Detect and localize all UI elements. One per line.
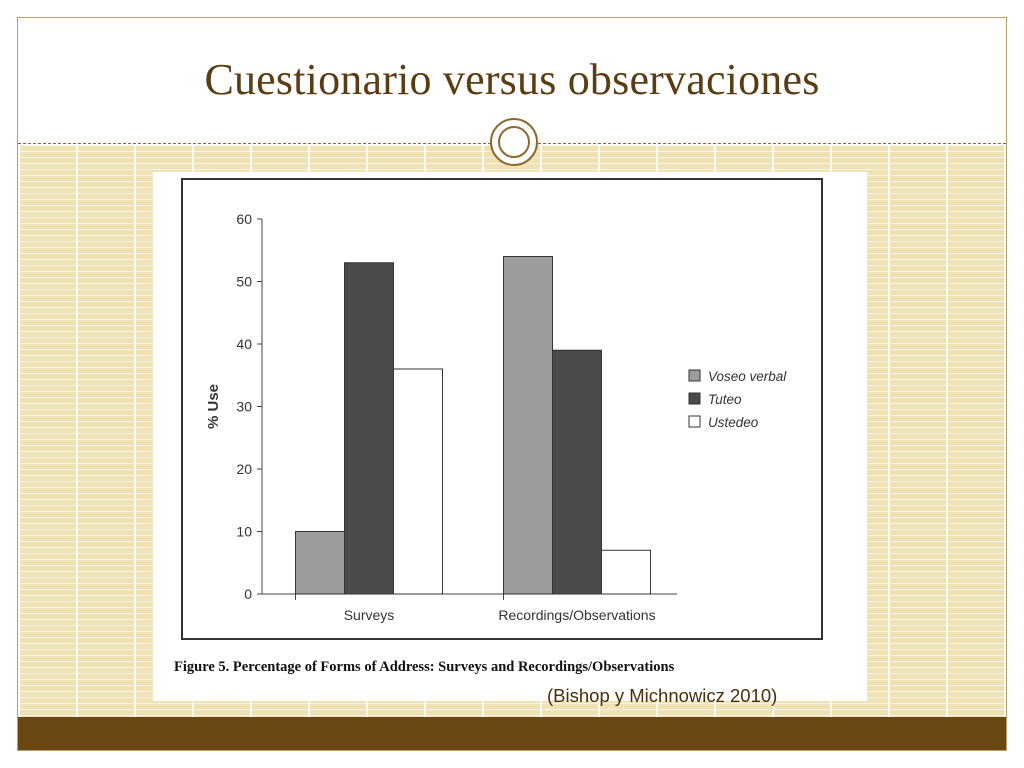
legend-label: Tuteo	[708, 392, 742, 407]
citation: (Bishop y Michnowicz 2010)	[547, 685, 778, 706]
slide: Cuestionario versus observaciones 0 10 20 3…	[17, 17, 1007, 751]
bar-chart: 0 10 20 30 40 50 60 % Use Surveys Recordings/Obse…	[205, 211, 787, 623]
figure-panel: 0 10 20 30 40 50 60 % Use Surveys Recordings/Obse…	[153, 172, 867, 701]
slide-title: Cuestionario versus observaciones	[204, 55, 820, 104]
x-category-label: Surveys	[344, 607, 395, 623]
footer-bar	[18, 717, 1006, 750]
y-tick-label: 0	[244, 586, 252, 602]
y-tick-label: 30	[236, 399, 252, 415]
y-tick-label: 60	[236, 211, 252, 227]
circle-ornament-icon	[490, 118, 538, 166]
bar	[295, 531, 345, 595]
legend-label: Voseo verbal	[708, 369, 787, 384]
chart-frame: 0 10 20 30 40 50 60 % Use Surveys Recordings/Obse…	[181, 178, 823, 640]
bar	[344, 262, 394, 595]
legend-label: Ustedeo	[708, 415, 759, 430]
bar	[552, 349, 602, 595]
y-tick-label: 50	[236, 274, 252, 290]
legend-swatch	[688, 369, 701, 382]
y-tick-label: 40	[236, 336, 252, 352]
y-tick-label: 10	[236, 524, 252, 540]
legend-swatch	[688, 415, 701, 428]
x-category-label: Recordings/Observations	[498, 607, 655, 623]
figure-caption: Figure 5. Percentage of Forms of Address…	[174, 659, 675, 675]
bar	[503, 256, 553, 595]
legend-swatch	[688, 392, 701, 405]
y-tick-label: 20	[236, 461, 252, 477]
bar	[601, 549, 651, 595]
y-axis-title: % Use	[205, 384, 222, 429]
bar	[393, 368, 443, 595]
